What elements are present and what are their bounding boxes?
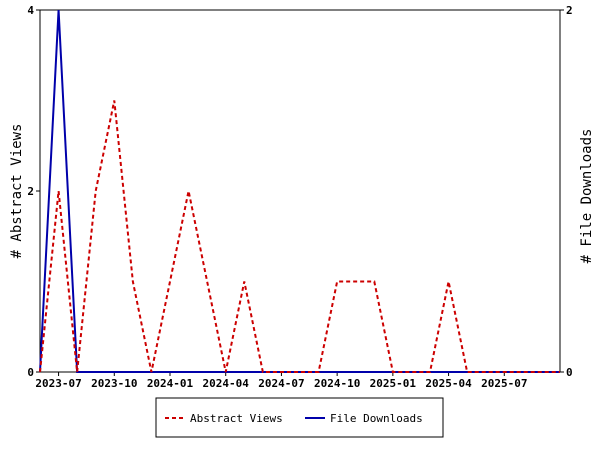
plot-frame (39, 9, 561, 373)
series-line-file-downloads (39, 9, 560, 373)
right-y-tick-label: 0 (566, 366, 573, 379)
x-tick-label: 2023-07 (35, 377, 81, 390)
x-tick-label: 2025-04 (425, 377, 472, 390)
x-tick-label: 2025-01 (370, 377, 417, 390)
x-tick-label: 2024-01 (147, 377, 194, 390)
series-line-abstract-views (39, 100, 560, 373)
right-y-tick-label: 2 (566, 4, 573, 17)
x-tick-label: 2024-10 (314, 377, 360, 390)
ticks-layer: 2023-07 2023-10 2024-01 2024-04 2024-07 2024-… (27, 4, 572, 390)
x-tick-label: 2025-07 (481, 377, 527, 390)
left-y-tick-label: 4 (27, 4, 34, 17)
x-tick-label: 2024-04 (203, 377, 250, 390)
left-axis-title: # Abstract Views (9, 124, 25, 259)
legend-box (155, 397, 444, 438)
left-y-tick-label: 2 (27, 185, 34, 198)
x-tick-label: 2024-07 (258, 377, 304, 390)
x-tick-label: 2023-10 (91, 377, 137, 390)
right-axis-title: # File Downloads (579, 129, 595, 264)
legend: Abstract Views File Downloads (155, 397, 444, 438)
series-layer (39, 9, 560, 373)
left-y-tick-label: 0 (27, 366, 34, 379)
legend-label-abstract-views: Abstract Views (190, 412, 283, 425)
legend-label-file-downloads: File Downloads (330, 412, 423, 425)
